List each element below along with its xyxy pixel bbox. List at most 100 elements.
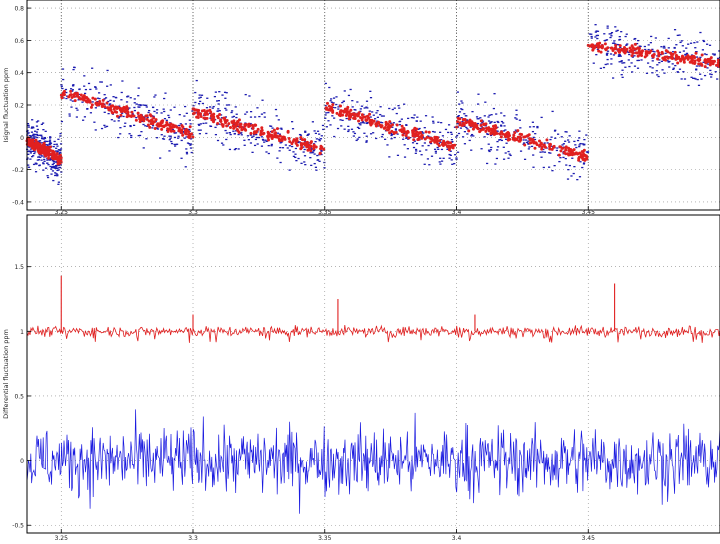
data-point xyxy=(703,74,707,77)
data-point xyxy=(298,141,301,143)
data-point xyxy=(706,63,709,65)
data-point xyxy=(491,124,495,128)
data-point xyxy=(576,139,580,142)
data-point xyxy=(714,71,717,73)
data-point xyxy=(100,127,104,130)
data-point xyxy=(676,71,680,73)
data-point xyxy=(117,117,120,119)
x-tick-label: 3.3 xyxy=(188,209,198,216)
data-point xyxy=(198,124,201,126)
data-point xyxy=(29,148,32,150)
data-point xyxy=(198,133,201,135)
data-point xyxy=(369,133,373,135)
data-point xyxy=(194,101,197,104)
data-point xyxy=(169,122,173,126)
data-point xyxy=(205,109,209,113)
data-point xyxy=(716,58,720,62)
data-point xyxy=(388,120,392,124)
data-point xyxy=(565,131,568,133)
data-point xyxy=(27,150,31,152)
data-point xyxy=(355,139,358,142)
data-point xyxy=(512,133,516,137)
data-point xyxy=(91,67,94,69)
data-point xyxy=(254,138,258,141)
data-point xyxy=(399,120,402,122)
data-point xyxy=(455,157,458,159)
data-point xyxy=(180,124,184,128)
data-point xyxy=(249,131,253,135)
data-point xyxy=(672,67,675,69)
data-point xyxy=(26,122,30,125)
data-point xyxy=(372,132,375,134)
data-point xyxy=(697,62,701,66)
data-point xyxy=(79,93,83,97)
data-point xyxy=(155,137,159,139)
data-point xyxy=(248,95,251,97)
data-point xyxy=(484,101,487,103)
data-point xyxy=(124,122,127,124)
data-point xyxy=(457,132,461,135)
data-point xyxy=(263,116,266,118)
data-point xyxy=(220,117,224,119)
data-point xyxy=(318,133,321,135)
data-point xyxy=(71,90,74,92)
data-point xyxy=(59,159,63,163)
data-point xyxy=(312,147,316,151)
data-point xyxy=(71,89,74,91)
data-point xyxy=(65,95,69,97)
data-point xyxy=(501,132,505,136)
data-point xyxy=(26,157,29,159)
data-point xyxy=(597,49,601,53)
data-point xyxy=(358,127,361,130)
data-point xyxy=(299,138,302,140)
data-point xyxy=(448,146,452,150)
data-point xyxy=(59,149,62,151)
data-point xyxy=(129,125,132,128)
data-point xyxy=(32,163,36,166)
data-point xyxy=(240,125,244,129)
data-point xyxy=(31,134,34,137)
data-point xyxy=(568,164,571,167)
data-point xyxy=(388,156,391,158)
data-point xyxy=(528,141,532,145)
data-point xyxy=(535,143,539,147)
data-point xyxy=(582,152,586,156)
data-point xyxy=(297,157,300,160)
data-point xyxy=(249,122,252,125)
data-point xyxy=(132,114,136,118)
data-point xyxy=(369,90,372,92)
data-point xyxy=(659,53,662,56)
data-point xyxy=(391,126,394,128)
data-point xyxy=(548,147,552,151)
data-point xyxy=(26,146,30,148)
data-point xyxy=(58,152,62,154)
data-point xyxy=(93,121,96,123)
data-point xyxy=(330,107,334,111)
data-point xyxy=(674,57,678,61)
data-point xyxy=(173,143,176,146)
data-point xyxy=(695,68,698,70)
data-point xyxy=(414,152,417,154)
data-point xyxy=(365,140,368,142)
data-point xyxy=(372,114,375,116)
data-point xyxy=(477,118,480,120)
data-point xyxy=(183,137,186,139)
data-point xyxy=(300,162,303,165)
data-point xyxy=(360,118,364,122)
data-point xyxy=(214,91,217,93)
data-point xyxy=(498,139,501,141)
data-point xyxy=(637,39,640,42)
data-point xyxy=(575,146,578,149)
data-point xyxy=(133,106,136,109)
data-point xyxy=(701,49,705,51)
data-point xyxy=(335,111,339,115)
data-point xyxy=(518,119,521,121)
data-point xyxy=(65,97,68,100)
data-point xyxy=(636,67,640,69)
plot-area xyxy=(26,214,720,534)
data-point xyxy=(129,115,133,119)
y-axis-label: Differential fluctuation ppm xyxy=(2,329,10,419)
data-point xyxy=(52,166,55,168)
data-point xyxy=(48,159,52,161)
data-point xyxy=(71,100,74,102)
